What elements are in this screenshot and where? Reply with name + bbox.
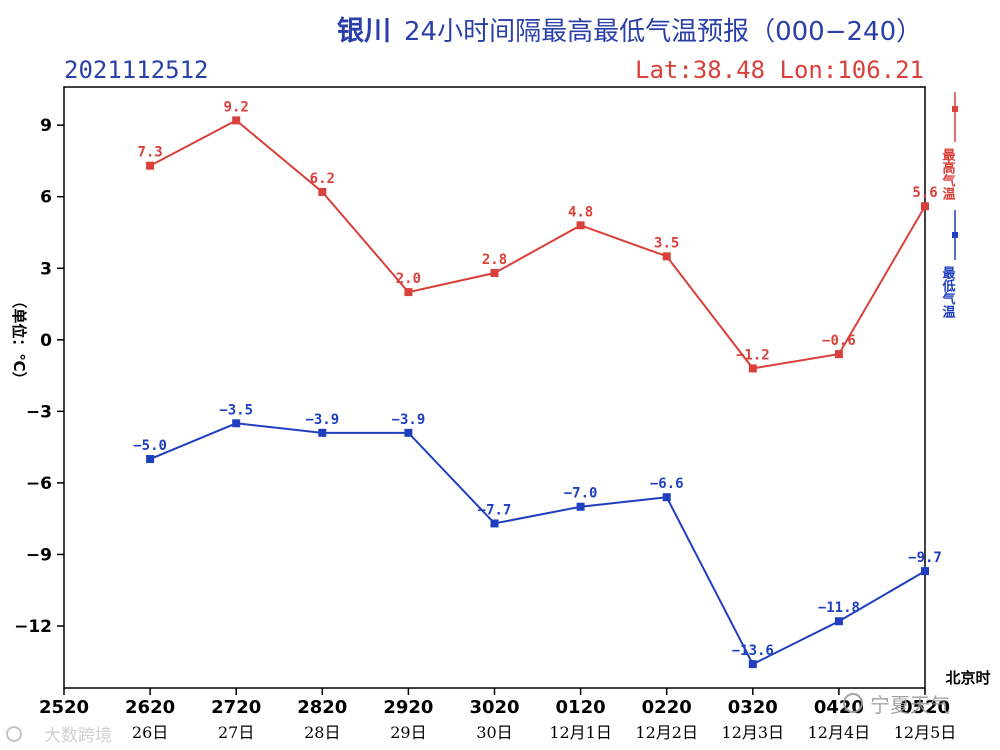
data-point: [232, 116, 241, 125]
plot-frame: [63, 86, 926, 689]
x-date-label: 30日: [476, 723, 512, 742]
watermark-left-text: 大数跨境: [44, 726, 112, 746]
data-label: −0.6: [822, 333, 856, 349]
x-date-label: 12月1日: [549, 723, 612, 742]
y-tick-label: −12: [14, 617, 52, 637]
data-point: [576, 502, 585, 511]
y-tick-label: 3: [40, 259, 52, 279]
data-point: [146, 161, 155, 170]
data-point: [921, 202, 929, 211]
data-label: −13.6: [732, 643, 774, 659]
data-label: −3.5: [219, 402, 253, 418]
data-label: −1.2: [736, 347, 770, 363]
data-point: [662, 493, 671, 502]
x-date-label: 29日: [390, 723, 426, 742]
x-date-label: 27日: [218, 723, 254, 742]
data-label: −9.7: [908, 550, 942, 566]
data-label: 7.3: [137, 145, 162, 161]
data-label: 9.2: [224, 99, 249, 115]
data-point: [662, 252, 671, 261]
y-axis: 9 6 3 0 −3 −6 −9 −12: [14, 116, 64, 637]
data-label: −3.9: [392, 412, 426, 428]
y-tick-label: 9: [40, 116, 52, 136]
data-point: [146, 455, 155, 464]
y-tick-label: 6: [40, 188, 52, 208]
wechat-icon: [843, 693, 863, 713]
legend-label-min: 最低气温: [940, 266, 957, 319]
data-point: [748, 364, 757, 373]
x-date-label: 12月4日: [808, 723, 871, 742]
data-point: [490, 519, 499, 528]
x-tick-label: 2620: [125, 697, 175, 718]
series-line: [149, 422, 926, 666]
x-tick-label: 3020: [469, 697, 519, 718]
x-tick-label: 0120: [556, 697, 606, 718]
legend-marker-max: [952, 106, 958, 112]
chart-title-city: 银川: [337, 16, 391, 47]
data-label: −6.6: [650, 476, 684, 492]
legend: 最高气温 最低气温: [940, 92, 958, 319]
x-date-label: 26日: [132, 723, 168, 742]
data-label: −5.0: [133, 438, 167, 454]
x-tick-label: 0320: [728, 697, 778, 718]
x-date-label: 12月2日: [635, 723, 698, 742]
series-max: 7.3 9.2 6.2 2.0 2.8 4.8 3.5 −1.2 −0.6 5.6: [137, 99, 938, 373]
legend-item-min: 最低气温: [940, 210, 958, 319]
series-layer: 7.3 9.2 6.2 2.0 2.8 4.8 3.5 −1.2 −0.6 5.6 −5.0 −3.5…: [133, 99, 942, 669]
data-point: [748, 660, 757, 669]
chart-title: 24小时间隔最高最低气温预报（000−240）: [404, 17, 922, 47]
x-date-label: 12月3日: [722, 723, 785, 742]
x-tick-label: 2820: [297, 697, 347, 718]
data-point: [834, 617, 843, 626]
y-axis-label: （单位：℃）: [10, 293, 28, 386]
x-tick-label: 0420: [814, 697, 864, 718]
x-axis-unit-label: 北京时: [945, 669, 990, 687]
data-point: [318, 187, 327, 196]
x-tick-label: 2520: [39, 697, 89, 718]
legend-item-max: 最高气温: [940, 92, 958, 201]
data-label: −7.0: [564, 486, 598, 502]
run-id: 2021112512: [64, 56, 209, 84]
y-tick-label: −3: [26, 402, 52, 422]
data-point: [921, 567, 929, 576]
x-tick-label: 2920: [383, 697, 433, 718]
legend-marker-min: [952, 232, 958, 238]
data-label: −7.7: [478, 502, 512, 518]
data-label: 2.8: [482, 252, 507, 268]
x-date-label: 28日: [304, 723, 340, 742]
x-tick-label: 0220: [642, 697, 692, 718]
x-date-label: 12月5日: [894, 723, 957, 742]
data-point: [404, 288, 413, 297]
data-point: [834, 350, 843, 359]
watermark-right-text: 宁夏天气: [870, 693, 950, 717]
location-coordinates: Lat:38.48 Lon:106.21: [635, 56, 924, 84]
legend-label-max: 最高气温: [940, 148, 956, 201]
data-label: 5.6: [912, 185, 937, 201]
data-point: [490, 269, 499, 278]
data-point: [232, 419, 241, 428]
x-axis: 2520 2620 26日 2720 27日 2820 28日 2920 29日 3020 30日 0…: [39, 688, 956, 742]
data-label: 6.2: [310, 171, 335, 187]
data-point: [576, 221, 585, 230]
y-tick-label: −6: [26, 474, 52, 494]
series-line: [149, 119, 926, 370]
watermark-logo-icon: [6, 726, 22, 742]
x-tick-label: 2720: [211, 697, 261, 718]
y-tick-label: 0: [40, 331, 52, 351]
y-tick-label: −9: [26, 545, 52, 565]
data-label: 3.5: [654, 235, 679, 251]
data-label: −3.9: [305, 412, 339, 428]
data-label: 2.0: [396, 271, 421, 287]
data-point: [318, 428, 327, 437]
data-label: 4.8: [568, 204, 593, 220]
data-label: −11.8: [818, 600, 860, 616]
watermark-right: 宁夏天气: [843, 693, 950, 717]
watermark-left: 大数跨境: [6, 726, 112, 746]
series-min: −5.0 −3.5 −3.9 −3.9 −7.7 −7.0 −6.6 −13.6 −11.8 −9…: [133, 402, 942, 669]
data-point: [404, 428, 413, 437]
x-tick-label: 0520: [900, 697, 950, 718]
